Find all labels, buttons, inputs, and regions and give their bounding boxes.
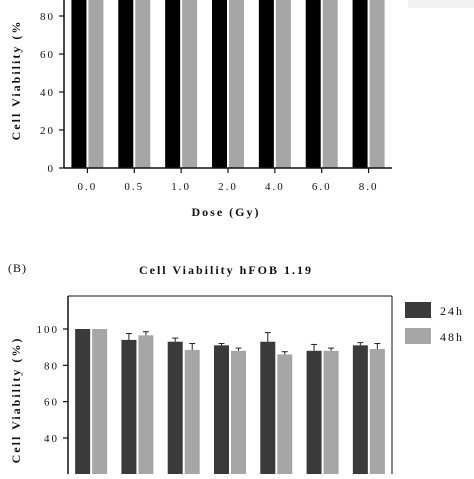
panel-b-label: (B) (8, 261, 27, 275)
legend-swatch-48h (405, 328, 431, 344)
panel-a-x-tick-label: 8.0 (359, 181, 379, 193)
panel-a-x-tick-label: 0.0 (78, 181, 98, 193)
panel-a-bar-black-0.0 (71, 0, 87, 168)
panel-a-bar-black-6.0 (305, 0, 321, 168)
panel-b-y-tick-label: 60 (44, 397, 59, 409)
panel-a-bar-gray-0.5 (135, 0, 151, 168)
legend-swatch-24h (405, 302, 431, 318)
panel-a-bar-gray-4.0 (275, 0, 291, 168)
panel-b-bars (75, 329, 385, 479)
panel-a-x-tick-label: 2.0 (218, 181, 238, 193)
panel-a-y-tick-label: 20 (40, 125, 55, 137)
panel-b-title: Cell Viability hFOB 1.19 (139, 263, 313, 277)
panel-b-legend: 24h 48h (405, 302, 464, 344)
panel-a-bars (71, 0, 385, 168)
panel-b-bar-24h-1.0 (167, 341, 183, 479)
panel-b-bar-24h-0.0 (75, 329, 91, 479)
panel-b-bar-48h-0.0 (92, 329, 108, 479)
panel-a-x-tick-label: 1.0 (171, 181, 191, 193)
panel-b-bar-48h-4.0 (277, 354, 293, 479)
panel-b-y-tick-label: 80 (44, 360, 59, 372)
panel-a-bar-gray-6.0 (322, 0, 338, 168)
legend-label-48h: 48h (440, 330, 464, 344)
panel-b-bar-48h-8.0 (369, 348, 385, 479)
panel-a-bar-black-8.0 (352, 0, 368, 168)
panel-a-bar-black-1.0 (165, 0, 181, 168)
panel-b-bar-48h-2.0 (231, 350, 246, 479)
panel-a-x-tick-label: 6.0 (312, 181, 332, 193)
panel-b-bar-48h-0.5 (138, 335, 154, 479)
panel-a-y-tick-label: 40 (40, 87, 55, 99)
panel-b-bar-24h-2.0 (214, 345, 229, 479)
panel-a-bar-black-4.0 (258, 0, 274, 168)
panel-a-y-tick-label: 60 (40, 49, 55, 61)
panel-a-y-tick-label: 0 (48, 163, 56, 175)
panel-b-bar-24h-8.0 (352, 345, 368, 479)
panel-a-y-axis-label: Cell Viability (% (9, 20, 23, 141)
panel-a-x-ticks: 0.0 0.5 1.0 2.0 4.0 6.0 8.0 (78, 168, 379, 193)
legend-label-24h: 24h (440, 304, 464, 318)
panel-b-y-tick-label: 40 (44, 433, 59, 445)
panel-b-error-bars (125, 331, 381, 355)
panel-b-bar-48h-6.0 (323, 350, 339, 479)
panel-b-bar-24h-4.0 (260, 341, 276, 479)
panel-a-bar-gray-2.0 (229, 0, 244, 168)
panel-a-bar-black-2.0 (212, 0, 227, 168)
panel-a-x-axis-label: Dose (Gy) (192, 205, 261, 219)
panel-a-chart: 0 20 40 60 80 0.0 0.5 1.0 2.0 4.0 6.0 8.0 Cell Via… (9, 0, 474, 219)
panel-a-bar-gray-8.0 (369, 0, 385, 168)
panel-b-y-axis-label: Cell Viability (%) (9, 337, 23, 464)
panel-a-x-tick-label: 0.5 (124, 181, 144, 193)
panel-b-y-ticks: 40 60 80 100 (37, 324, 68, 445)
panel-a-bar-black-0.5 (118, 0, 134, 168)
panel-a-bar-gray-1.0 (182, 0, 198, 168)
panel-a-y-ticks: 0 20 40 60 80 (40, 11, 64, 175)
panel-b-bar-24h-0.5 (121, 339, 137, 479)
panel-a-bar-gray-0.0 (88, 0, 104, 168)
panel-a-y-tick-label: 80 (40, 11, 55, 23)
panel-b-chart: (B) Cell Viability hFOB 1.19 40 60 80 100 C… (8, 261, 464, 479)
panel-b-bar-48h-1.0 (184, 349, 200, 479)
panel-a-legend-box-fragment (408, 0, 474, 8)
panel-b-y-tick-label: 100 (37, 324, 60, 336)
panel-a-x-tick-label: 4.0 (265, 181, 285, 193)
panel-b-bar-24h-6.0 (306, 350, 322, 479)
